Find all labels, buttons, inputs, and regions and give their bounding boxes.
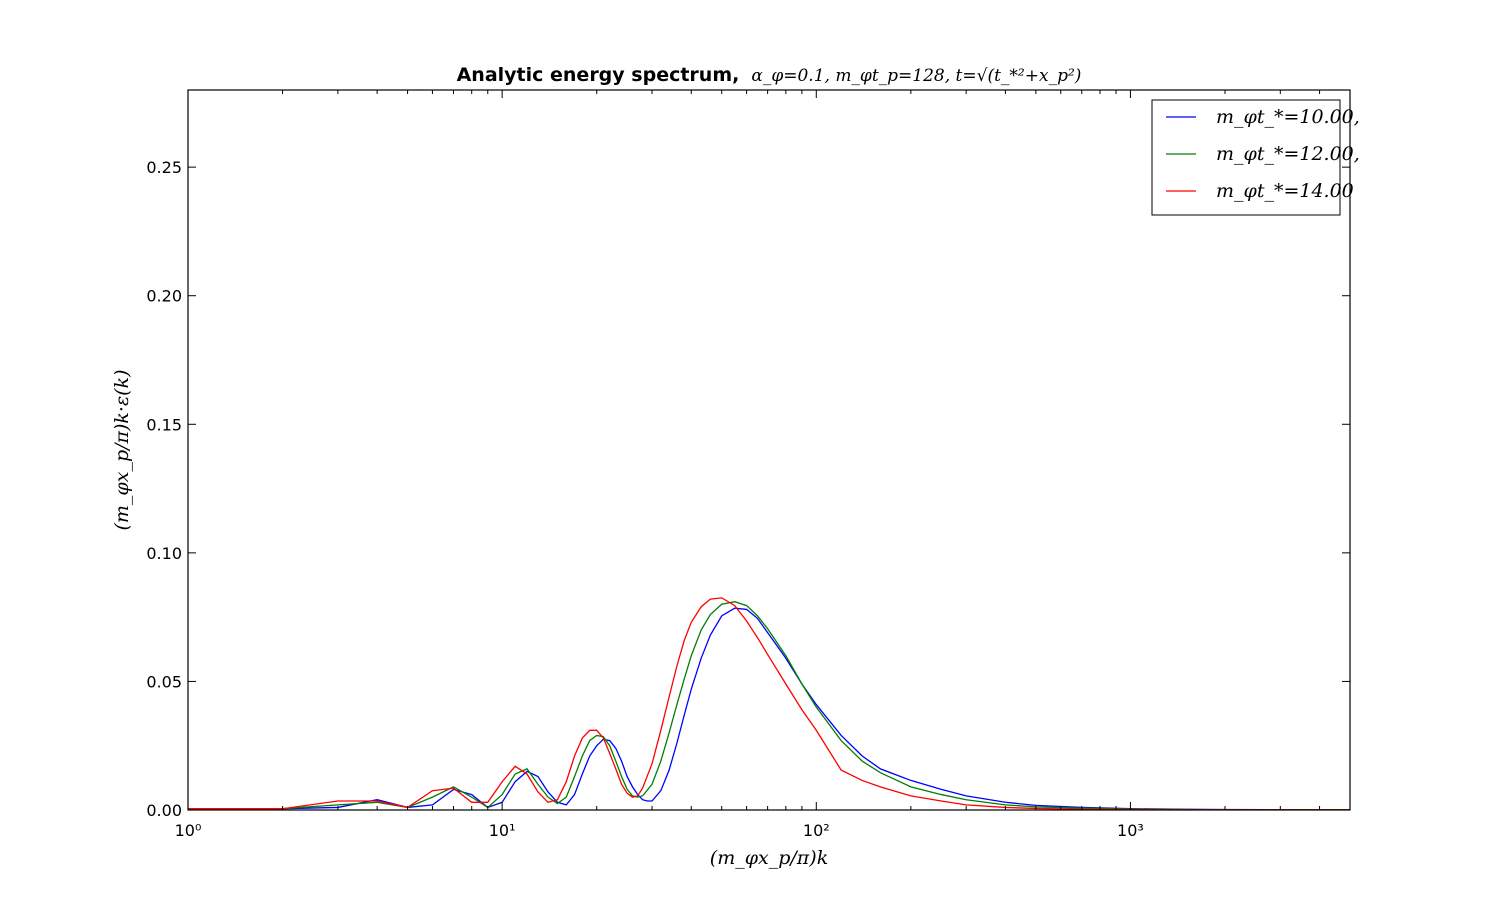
- series-line-1: [188, 607, 1350, 811]
- chart-title-bold: Analytic energy spectrum,: [457, 64, 740, 86]
- y-tick-label: 0.00: [146, 801, 182, 820]
- x-tick-label: 10¹: [489, 821, 516, 840]
- series-layer: [188, 597, 1350, 811]
- series-line-2: [188, 601, 1350, 811]
- x-tick-label: 10²: [803, 821, 830, 840]
- x-tick-label: 10³: [1117, 821, 1144, 840]
- x-axis-label: (m_φx_p/π)k: [710, 847, 828, 869]
- chart-title-math: α_φ=0.1, m_φt_p=128, t=√(t_*²+x_p²): [751, 66, 1081, 86]
- plot-frame: [187, 89, 1351, 811]
- y-tick-label: 0.10: [146, 544, 182, 563]
- y-tick-label: 0.15: [146, 415, 182, 434]
- legend-box: [1151, 99, 1341, 216]
- legend: m_φt_*=10.00, m_φt_*=12.00, m_φt_*=14.00: [1151, 99, 1360, 216]
- y-tick-label: 0.25: [146, 158, 182, 177]
- y-ticks: 0.00 0.05 0.10 0.15 0.20 0.25: [146, 158, 1350, 820]
- x-tick-label: 10⁰: [175, 821, 202, 840]
- y-tick-label: 0.05: [146, 672, 182, 691]
- plot-area: 10⁰ 10¹ 10² 10³ 0.00 0.05 0.10 0.15 0.20 0.25: [146, 89, 1351, 840]
- legend-label-1: m_φt_*=10.00,: [1216, 106, 1360, 128]
- y-axis-label: (m_φx_p/π)k·ε(k): [111, 370, 133, 531]
- chart-title: Analytic energy spectrum, α_φ=0.1, m_φt_…: [457, 64, 1082, 86]
- legend-label-2: m_φt_*=12.00,: [1216, 143, 1360, 165]
- legend-label-3: m_φt_*=14.00: [1216, 180, 1354, 202]
- series-line-3: [188, 597, 1350, 811]
- x-ticks: 10⁰ 10¹ 10² 10³: [175, 90, 1351, 840]
- y-tick-label: 0.20: [146, 287, 182, 306]
